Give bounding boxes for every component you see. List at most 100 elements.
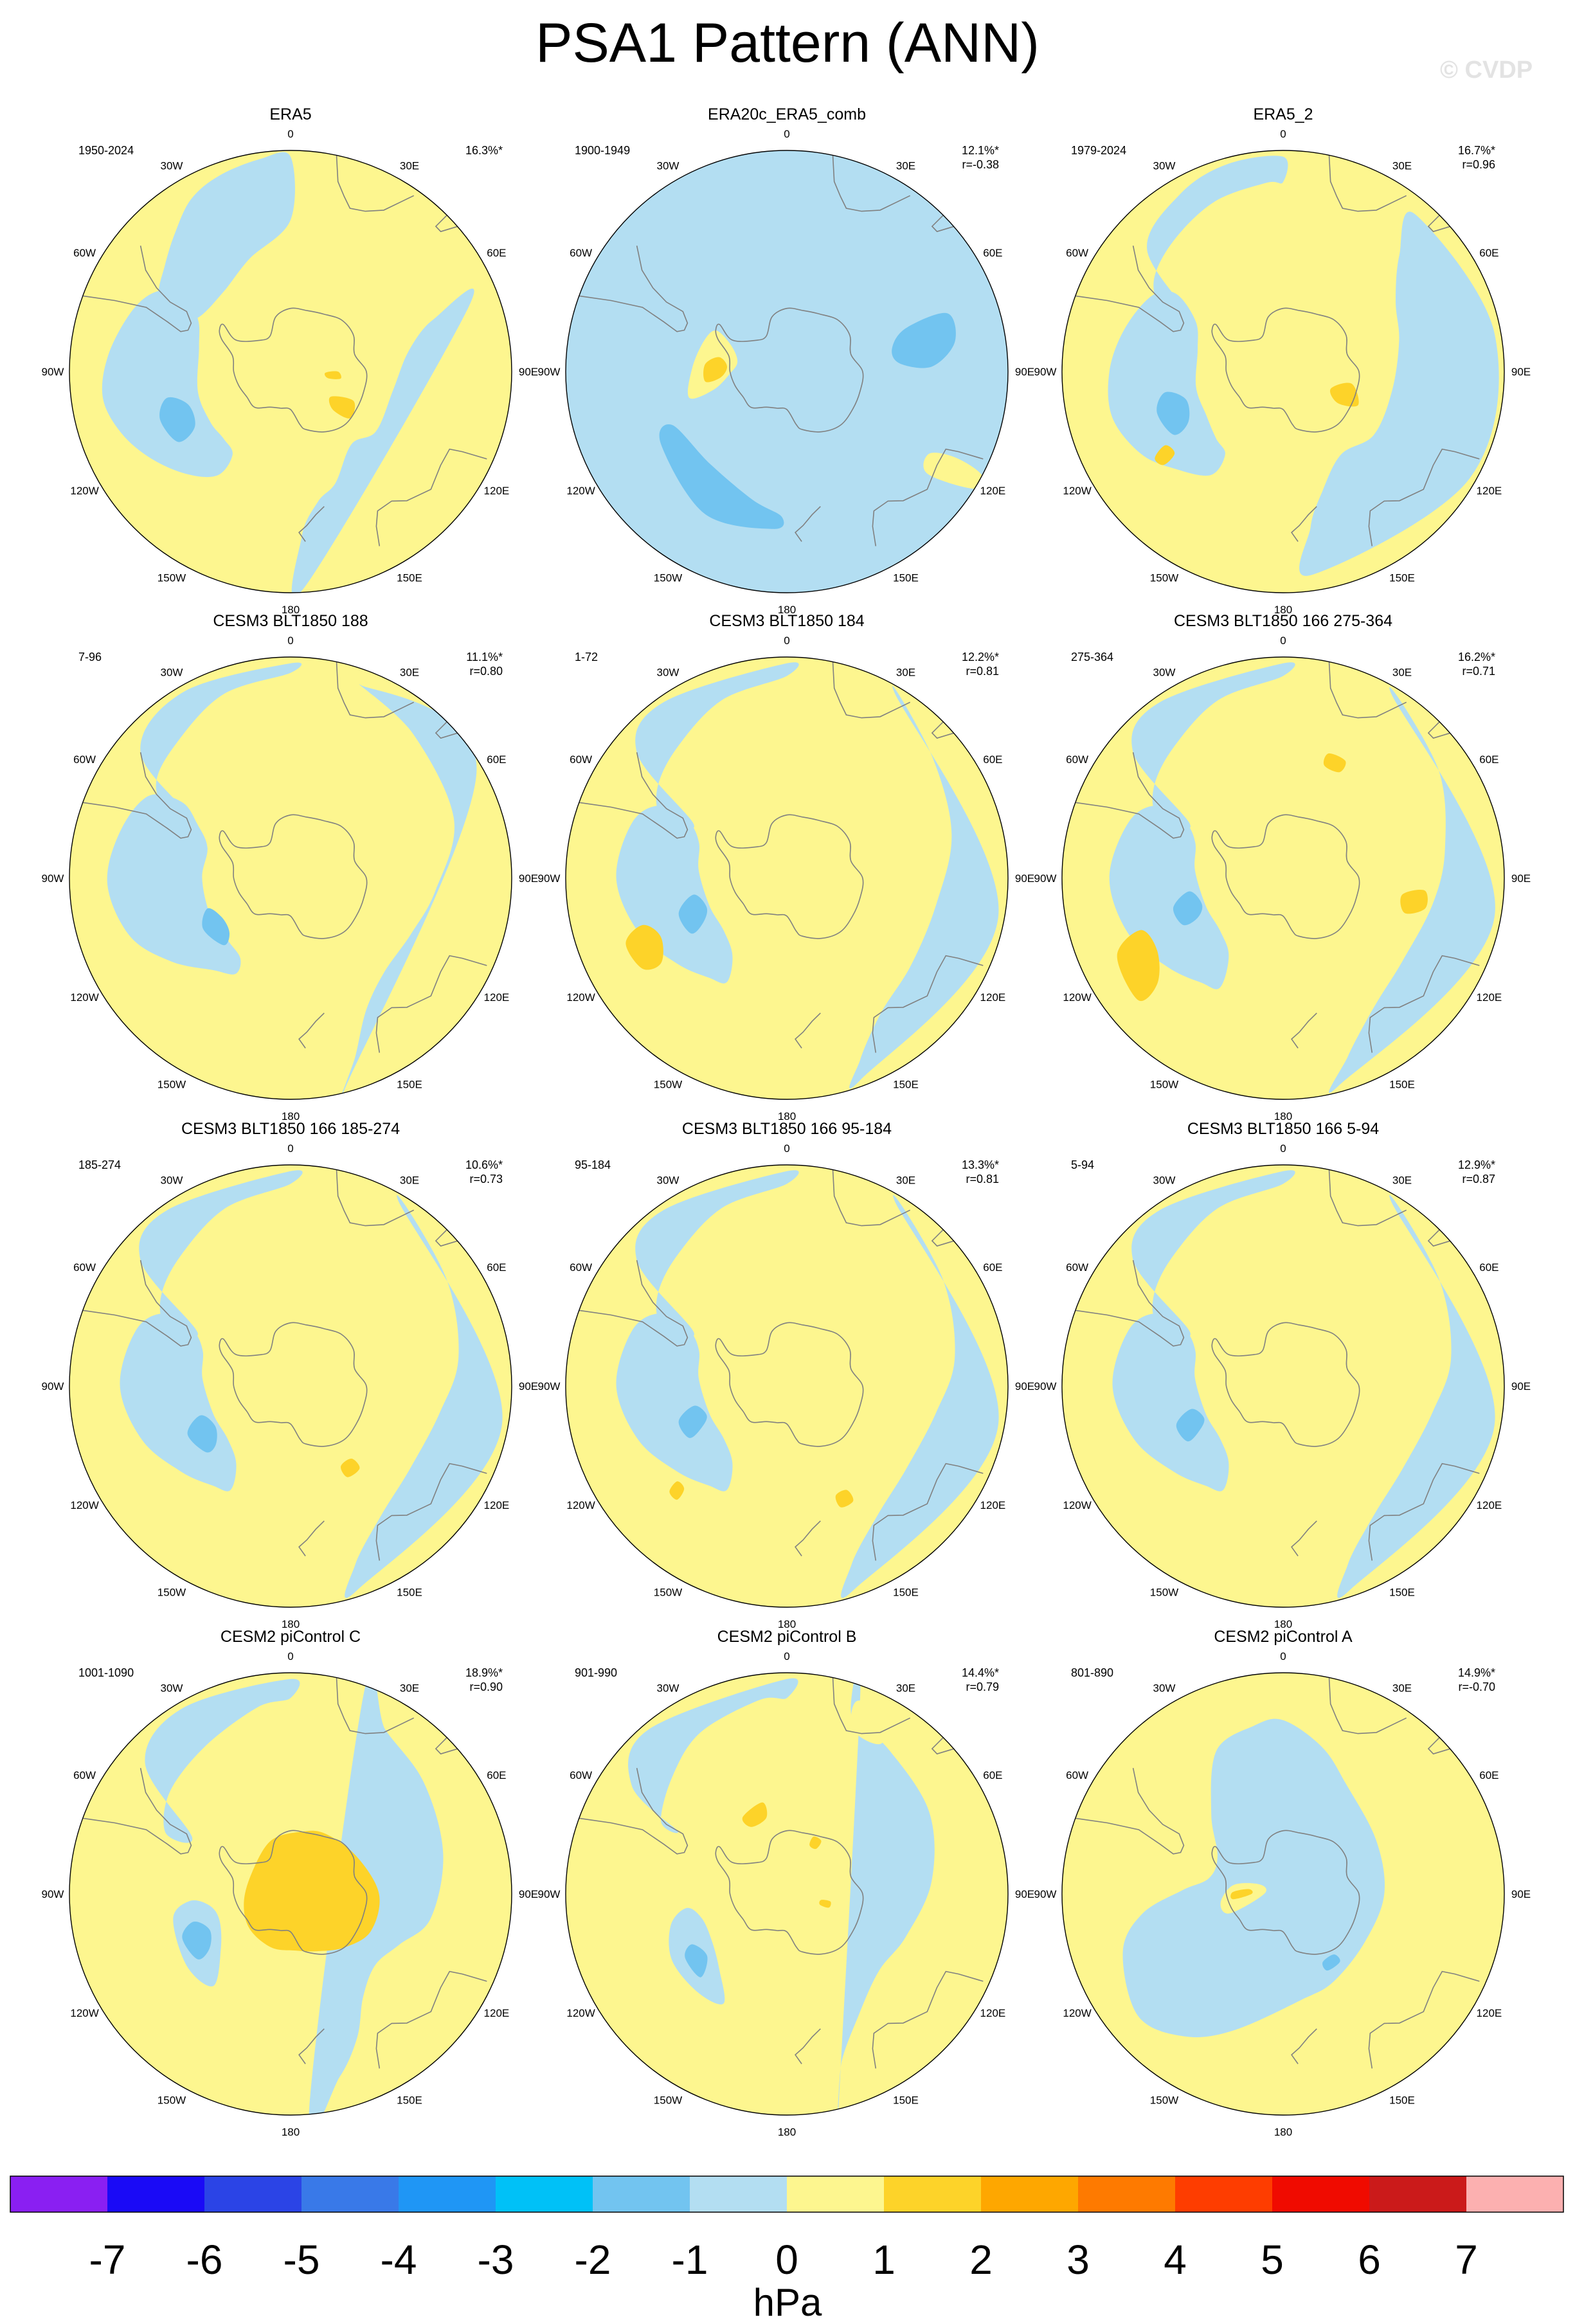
colorbar-tick-label: 4 <box>1164 2237 1187 2283</box>
contour-region <box>849 686 999 1089</box>
longitude-label: 30E <box>1392 667 1412 679</box>
period-label: 275-364 <box>1071 651 1113 663</box>
correlation-label: r=0.73 <box>469 1173 503 1185</box>
page-title: PSA1 Pattern (ANN) <box>536 12 1040 74</box>
contour-region <box>340 1458 360 1477</box>
longitude-label: 90E <box>1015 872 1034 885</box>
longitude-label: 150E <box>1389 572 1415 584</box>
longitude-label: 120W <box>1063 991 1091 1004</box>
longitude-label: 60E <box>487 753 506 766</box>
map-panel: 0 30E 60E 90E 120E 150E 180 150W 120W 90W 60W 30W CE… <box>42 1628 539 2138</box>
longitude-label: 60E <box>983 753 1002 766</box>
longitude-label: 180 <box>1274 604 1292 616</box>
longitude-label: 90E <box>519 366 538 378</box>
contour-region <box>742 1802 768 1827</box>
antarctica-outline <box>715 307 864 433</box>
colorbar-swatch <box>1466 2176 1564 2212</box>
map-grid: 0 30E 60E 90E 120E 150E 180 150W 120W 90W 60W 30W ER… <box>42 105 1531 2138</box>
contour-region <box>1112 1313 1229 1491</box>
contour-region <box>1220 1883 1266 1914</box>
longitude-label: 30W <box>657 160 680 172</box>
coastline <box>1427 1737 1450 1755</box>
longitude-label: 150W <box>158 572 186 584</box>
longitude-label: 150W <box>158 2094 186 2106</box>
longitude-label: 150W <box>1150 1078 1178 1090</box>
coastline <box>1368 448 1480 546</box>
colorbar-tick-label: 3 <box>1066 2237 1090 2283</box>
longitude-label: 0 <box>1280 635 1286 647</box>
contour-region <box>841 1195 999 1598</box>
longitude-label: 90E <box>519 872 538 885</box>
contour-region <box>669 1481 685 1500</box>
map-border <box>565 1672 1009 2116</box>
longitude-label: 60E <box>1479 1261 1498 1274</box>
coastline <box>375 955 487 1053</box>
longitude-label: 120E <box>1477 991 1502 1004</box>
longitude-label: 30E <box>896 1682 915 1695</box>
contour-region <box>1299 212 1499 576</box>
panel-title: CESM2 piControl C <box>221 1628 361 1646</box>
contour-region <box>328 396 356 419</box>
colorbar-tick-label: -3 <box>477 2237 514 2283</box>
variance-label: 18.9%* <box>465 1666 503 1679</box>
map-panel: 0 30E 60E 90E 120E 150E 180 150W 120W 90W 60W 30W CE… <box>538 1628 1035 2138</box>
longitude-label: 90W <box>42 366 64 378</box>
period-label: 801-890 <box>1071 1666 1113 1679</box>
contour-region <box>145 1679 300 1843</box>
longitude-label: 150E <box>397 1078 422 1090</box>
longitude-label: 120E <box>1477 2007 1502 2019</box>
longitude-label: 150E <box>893 1586 919 1598</box>
contour-region <box>703 357 728 383</box>
coastline <box>579 752 688 839</box>
longitude-label: 90W <box>538 1380 561 1392</box>
colorbar-swatch <box>1272 2176 1370 2212</box>
coastline <box>375 1463 487 1561</box>
longitude-label: 150W <box>1150 1586 1178 1598</box>
longitude-label: 60E <box>1479 247 1498 259</box>
coastline <box>872 1970 984 2069</box>
longitude-label: 120W <box>566 991 595 1004</box>
map-panel: 0 30E 60E 90E 120E 150E 180 150W 120W 90W 60W 30W CE… <box>538 612 1035 1122</box>
colorbar-swatch <box>1078 2176 1176 2212</box>
colorbar-swatch <box>496 2176 593 2212</box>
colorbar-swatch <box>204 2176 302 2212</box>
longitude-label: 90W <box>42 1888 64 1900</box>
coastline <box>1291 506 1317 542</box>
longitude-label: 90W <box>538 872 561 885</box>
contour-region <box>158 152 295 320</box>
longitude-label: 0 <box>784 635 789 647</box>
longitude-label: 0 <box>1280 1650 1286 1662</box>
colorbar-swatch <box>690 2176 788 2212</box>
colorbar-tick-label: 2 <box>969 2237 993 2283</box>
antarctica-outline <box>715 1322 864 1447</box>
coastline <box>1291 1520 1317 1556</box>
map-border <box>565 1164 1009 1608</box>
contour-region <box>1156 392 1190 435</box>
coastline <box>1075 1260 1185 1347</box>
longitude-label: 150E <box>893 2094 919 2106</box>
longitude-label: 120E <box>980 485 1006 497</box>
longitude-label: 60W <box>73 1261 96 1274</box>
longitude-label: 90E <box>1015 366 1034 378</box>
longitude-label: 120E <box>484 485 510 497</box>
longitude-label: 0 <box>784 1650 789 1662</box>
longitude-label: 30W <box>657 1175 680 1187</box>
colorbar-tick-label: -1 <box>671 2237 708 2283</box>
longitude-label: 150W <box>1150 572 1178 584</box>
longitude-label: 120W <box>566 1499 595 1511</box>
variance-label: 12.2%* <box>962 651 999 663</box>
colorbar-tick-label: 5 <box>1261 2237 1284 2283</box>
map-panel: 0 30E 60E 90E 120E 150E 180 150W 120W 90W 60W 30W ER… <box>42 105 539 616</box>
coastline <box>1291 2028 1317 2064</box>
longitude-label: 180 <box>282 1618 300 1630</box>
longitude-label: 150W <box>654 1078 682 1090</box>
period-label: 1900-1949 <box>575 144 630 157</box>
coastline <box>298 1013 325 1049</box>
longitude-label: 120W <box>566 485 595 497</box>
period-label: 185-274 <box>78 1158 121 1171</box>
map-border <box>1061 1164 1505 1608</box>
coastline <box>1328 1169 1407 1227</box>
longitude-label: 30E <box>1392 160 1412 172</box>
contour-region <box>1147 156 1288 323</box>
colorbar-unit: hPa <box>753 2281 822 2324</box>
